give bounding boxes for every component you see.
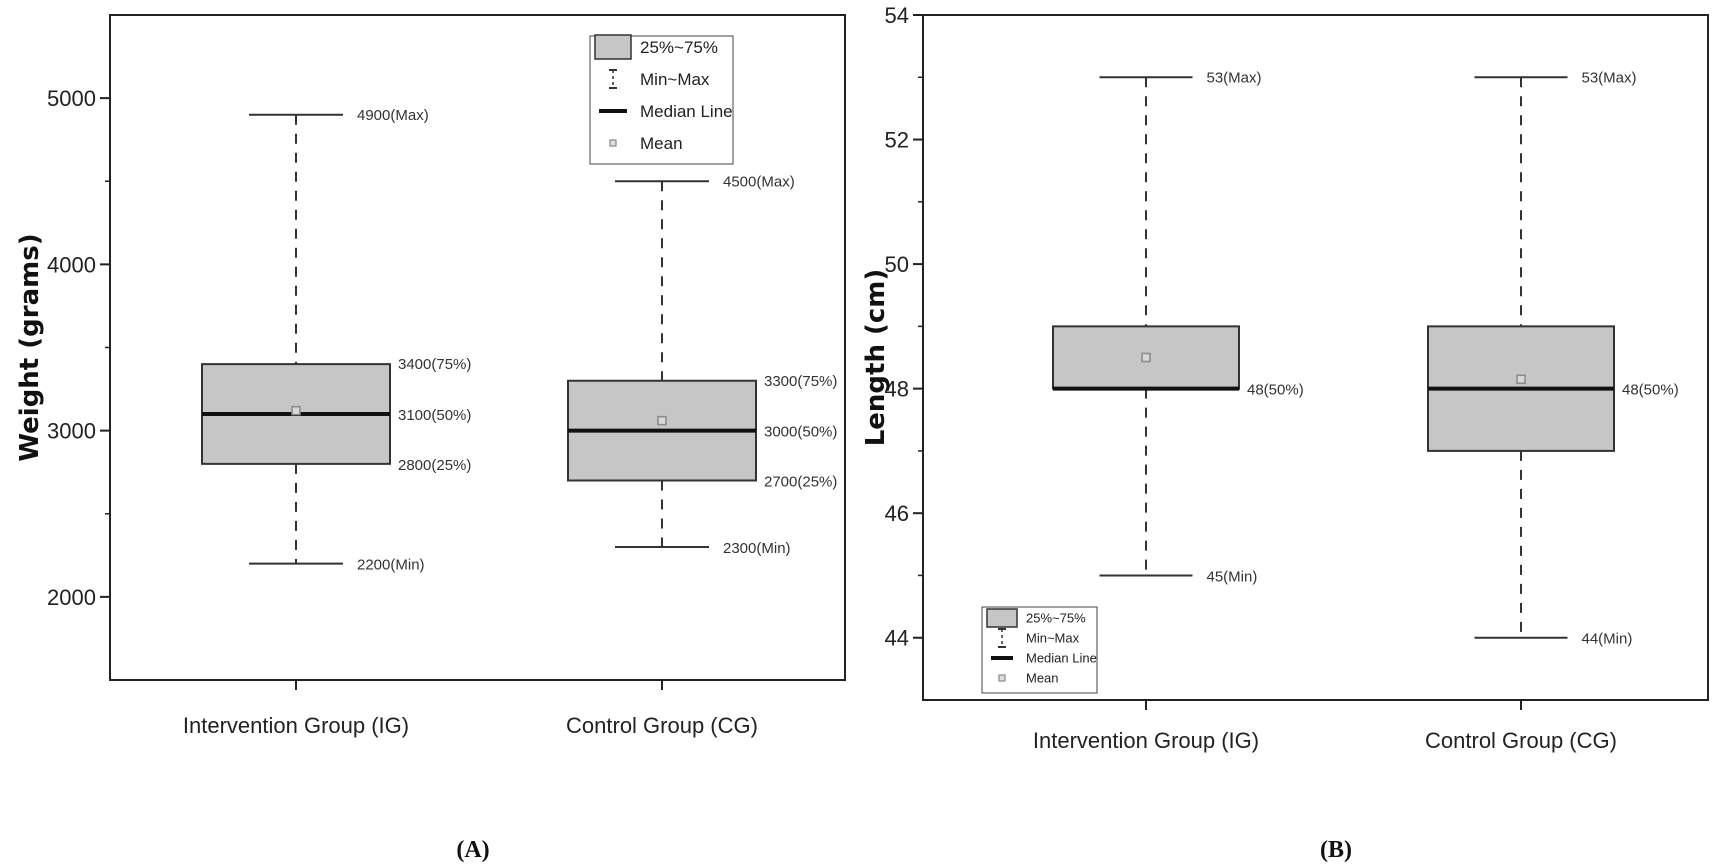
x-category-label: Intervention Group (IG) <box>183 713 409 738</box>
legend-box-swatch <box>986 608 1018 628</box>
legend: 25%~75% Min~Max Median Line Mean <box>589 34 734 165</box>
y-tick-label: 46 <box>885 501 909 526</box>
mean-marker <box>1141 352 1151 363</box>
chart-panel-b: 44 46 48 50 52 54 Length (cm) 53(Max) 48(50%) 45(… <box>861 3 1709 863</box>
y-tick-label: 44 <box>885 626 909 651</box>
y-tick-label: 52 <box>885 128 909 153</box>
legend-mean-swatch <box>609 139 617 147</box>
annotation-max: 4900(Max) <box>357 107 429 124</box>
box-1: 4500(Max) 3300(75%) 3000(50%) 2700(25%) 2300… <box>566 173 837 738</box>
legend-item-label: Median Line <box>1026 651 1097 666</box>
annotation-median: 3000(50%) <box>764 424 837 441</box>
annotation-max: 4500(Max) <box>723 173 795 190</box>
annotation-min: 44(Min) <box>1582 631 1633 648</box>
annotation-min: 45(Min) <box>1207 568 1258 585</box>
box-1: 53(Max) 48(50%) 44(Min) Control Group (CG) <box>1425 69 1679 753</box>
plot-frame <box>109 14 846 681</box>
annotation-q1: 2700(25%) <box>764 474 837 491</box>
x-category-label: Control Group (CG) <box>566 713 758 738</box>
legend-item-label: 25%~75% <box>1026 611 1086 626</box>
annotation-min: 2300(Min) <box>723 540 791 557</box>
legend-item-label: Median Line <box>640 102 733 121</box>
y-axis-label: Length (cm) <box>861 269 891 447</box>
y-tick-label: 54 <box>885 3 909 28</box>
legend-box-swatch <box>594 34 632 60</box>
legend-item-label: Mean <box>640 134 683 153</box>
legend-item-label: 25%~75% <box>640 38 718 57</box>
annotation-max: 53(Max) <box>1582 69 1637 86</box>
annotation-median: 3100(50%) <box>398 407 471 424</box>
legend-item-label: Min~Max <box>1026 631 1080 646</box>
y-tick-label: 48 <box>885 377 909 402</box>
annotation-q3: 3300(75%) <box>764 373 837 390</box>
annotation-median: 48(50%) <box>1247 382 1304 399</box>
x-category-label: Intervention Group (IG) <box>1033 728 1259 753</box>
legend-item-label: Mean <box>1026 671 1059 686</box>
mean-marker <box>291 405 301 416</box>
legend: 25%~75% Min~Max Median Line Mean <box>981 606 1098 694</box>
mean-marker <box>657 415 667 426</box>
box-0: 4900(Max) 3400(75%) 3100(50%) 2800(25%) 2200… <box>183 107 472 738</box>
annotation-median: 48(50%) <box>1622 382 1679 399</box>
annotation-min: 2200(Min) <box>357 557 425 574</box>
chart-panel-a: 2000 3000 4000 5000 Weight (grams) 4900(Max) 3… <box>15 14 846 863</box>
annotation-max: 53(Max) <box>1207 69 1262 86</box>
mean-marker <box>1516 374 1526 385</box>
plot-frame <box>922 14 1709 701</box>
annotation-q1: 2800(25%) <box>398 457 471 474</box>
y-axis-label: Weight (grams) <box>15 233 45 461</box>
x-category-label: Control Group (CG) <box>1425 728 1617 753</box>
panel-label: (B) <box>1320 837 1352 863</box>
y-tick-label: 5000 <box>47 86 96 111</box>
box-0: 53(Max) 48(50%) 45(Min) Intervention Group … <box>1033 69 1304 753</box>
y-tick-label: 50 <box>885 252 909 277</box>
legend-item-label: Min~Max <box>640 70 710 89</box>
y-tick-label: 4000 <box>47 252 96 277</box>
legend-mean-swatch <box>998 674 1006 682</box>
y-tick-label: 3000 <box>47 419 96 444</box>
annotation-q3: 3400(75%) <box>398 356 471 373</box>
panel-label: (A) <box>456 837 489 863</box>
y-tick-label: 2000 <box>47 585 96 610</box>
